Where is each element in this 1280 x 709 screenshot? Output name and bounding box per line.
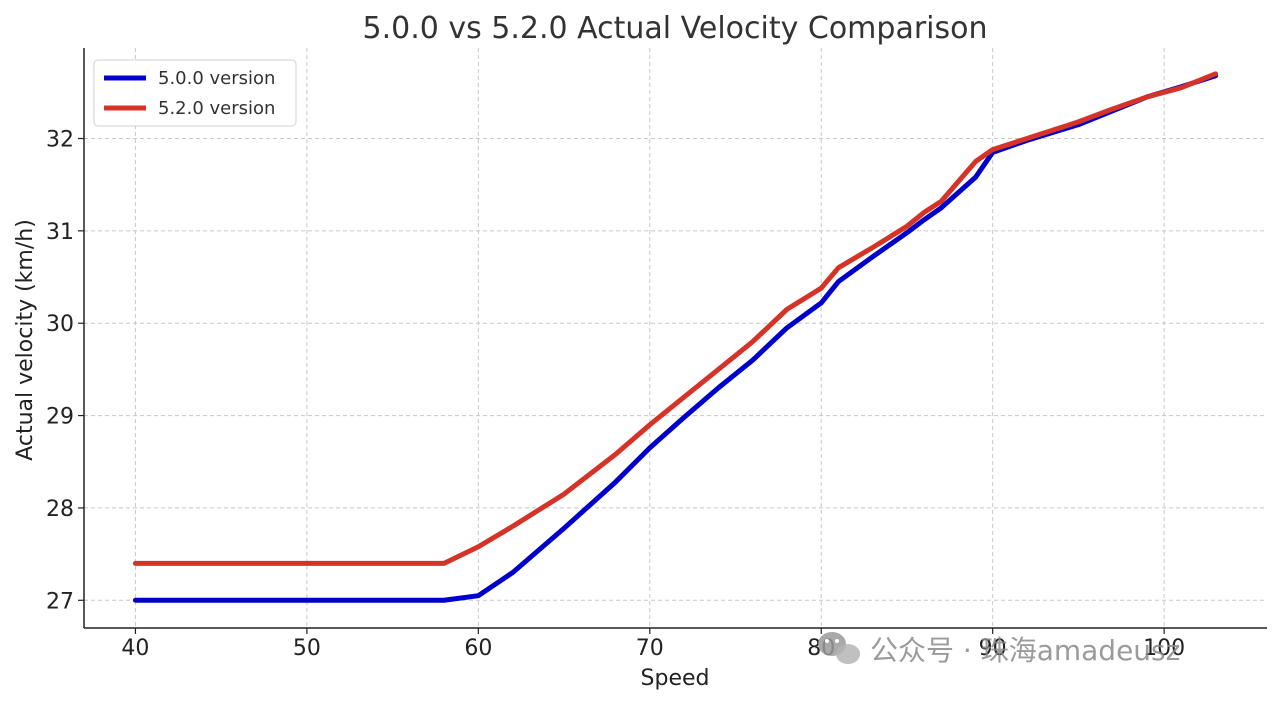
watermark: 公众号 · 珠海amadeusz bbox=[818, 632, 1180, 667]
y-tick-label: 31 bbox=[46, 220, 74, 245]
series-line-5-0-0-version bbox=[135, 76, 1215, 601]
x-tick-label: 40 bbox=[121, 636, 149, 661]
watermark-text: 公众号 · 珠海amadeusz bbox=[870, 634, 1180, 667]
x-tick-label: 60 bbox=[464, 636, 492, 661]
grid-lines bbox=[84, 48, 1267, 628]
y-tick-label: 27 bbox=[46, 589, 74, 614]
y-axis-ticks: 27 28 29 30 31 32 bbox=[46, 128, 84, 615]
y-tick-label: 28 bbox=[46, 497, 74, 522]
chart-title: 5.0.0 vs 5.2.0 Actual Velocity Compariso… bbox=[362, 11, 987, 46]
y-tick-label: 30 bbox=[46, 312, 74, 337]
series-lines bbox=[135, 74, 1215, 600]
y-tick-label: 32 bbox=[46, 128, 74, 153]
x-tick-label: 70 bbox=[636, 636, 664, 661]
line-chart: 5.0.0 vs 5.2.0 Actual Velocity Compariso… bbox=[0, 0, 1280, 705]
legend: 5.0.0 version 5.2.0 version bbox=[94, 60, 296, 126]
legend-label-5-0-0: 5.0.0 version bbox=[158, 68, 275, 89]
y-axis-label: Actual velocity (km/h) bbox=[13, 219, 38, 461]
chart-canvas: 5.0.0 vs 5.2.0 Actual Velocity Compariso… bbox=[0, 0, 1280, 705]
x-axis-label: Speed bbox=[641, 666, 710, 691]
x-tick-label: 50 bbox=[293, 636, 321, 661]
legend-label-5-2-0: 5.2.0 version bbox=[158, 98, 275, 119]
y-tick-label: 29 bbox=[46, 405, 74, 430]
series-line-5-2-0-version bbox=[135, 74, 1215, 563]
